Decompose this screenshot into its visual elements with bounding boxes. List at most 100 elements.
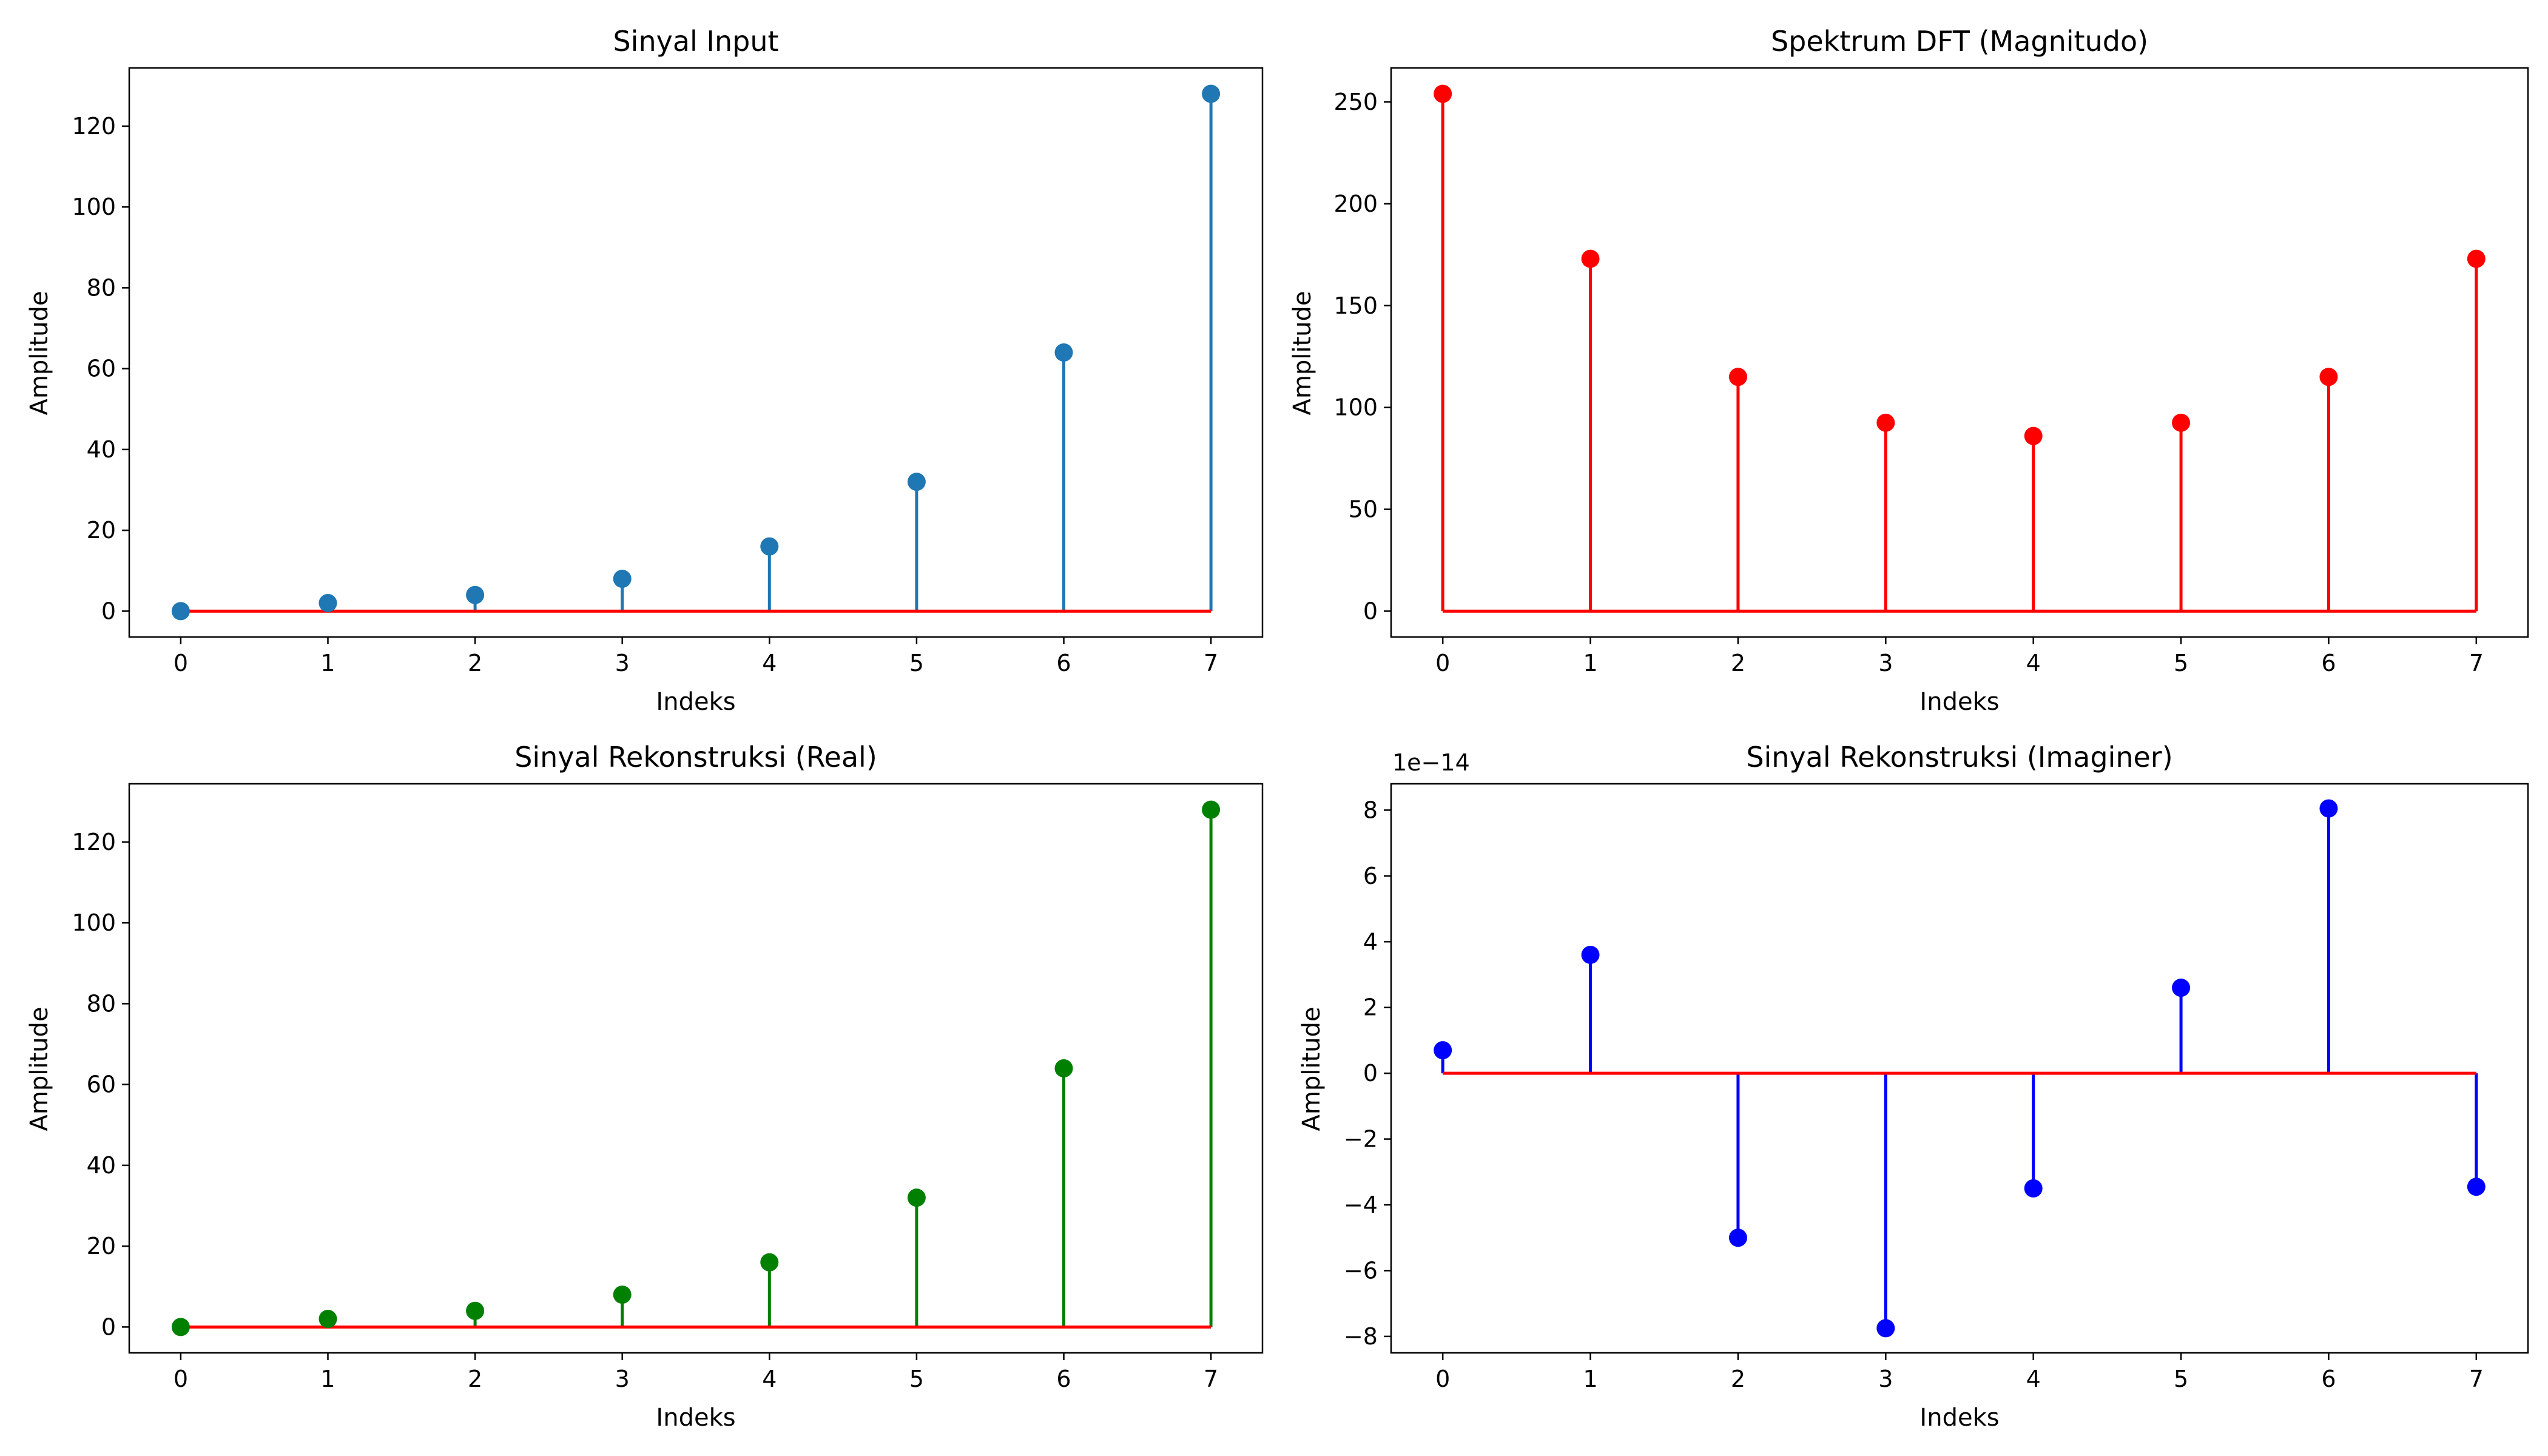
chart-sinyal-input: Sinyal Input Indeks Amplitude 0 1 2 3 4 5 6 7 0 2… [25,25,1264,716]
y-tick-label: 100 [1333,394,1378,421]
x-tick-label: 4 [762,650,777,676]
y-tick-label: 150 [1333,292,1378,319]
y-axis-label: Amplitude [1289,291,1316,416]
chart-sinyal-rekonstruksi-real: Sinyal Rekonstruksi (Real) Indeks Amplit… [25,741,1264,1432]
y-tick-label: −4 [1344,1191,1378,1218]
x-tick-label: 4 [762,1366,777,1392]
y-tick-label: 250 [1333,89,1378,115]
x-tick-label: 2 [468,1366,482,1392]
y-tick-label: 20 [87,517,116,544]
x-tick-label: 5 [2174,650,2188,676]
x-tick-label: 6 [1056,1366,1071,1392]
y-tick-label: −2 [1344,1126,1378,1153]
y-tick-label: 120 [72,829,116,855]
stem-marker [1202,84,1221,103]
y-tick-label: 200 [1333,190,1378,217]
stem-marker [1581,945,1600,964]
stem-marker [1434,1041,1452,1060]
x-tick-label: 0 [174,650,188,676]
axes-frame [128,783,1264,1354]
stem-marker [613,1286,632,1304]
y-axis-label: Amplitude [1298,1007,1326,1131]
stem-marker [2467,1178,2486,1196]
axes-frame [128,67,1264,638]
x-tick-label: 6 [2321,1366,2336,1392]
x-tick-label: 2 [1731,1366,1745,1392]
stem-marker [1728,1228,1747,1247]
stem-marker [171,1318,190,1336]
x-tick-label: 5 [2174,1366,2188,1392]
x-tick-label: 3 [1878,1366,1893,1392]
x-axis-label: Indeks [1919,688,1999,716]
stem-marker [318,1310,337,1329]
stem-marker [2172,413,2191,432]
x-tick-label: 6 [2321,650,2336,676]
stem-marker [466,1301,485,1320]
y-tick-label: 8 [1363,797,1378,823]
x-tick-label: 2 [468,650,482,676]
y-tick-label: 2 [1363,994,1378,1021]
stem-marker [907,473,926,491]
x-tick-label: 0 [174,1366,188,1392]
x-tick-label: 4 [2026,650,2041,676]
stem-marker [318,594,337,613]
x-tick-label: 7 [2469,1366,2484,1392]
stem-marker [907,1188,926,1207]
chart-title: Sinyal Input [613,25,778,58]
y-axis-label: Amplitude [25,291,53,416]
y-tick-label: 40 [87,1152,116,1179]
x-tick-label: 7 [1204,1366,1218,1392]
stem-marker [2024,426,2043,445]
y-tick-label: 60 [87,356,116,382]
x-tick-label: 3 [615,1366,630,1392]
chart-spektrum-dft: Spektrum DFT (Magnitudo) Indeks Amplitud… [1289,25,2529,716]
x-axis-label: Indeks [656,1404,735,1432]
x-axis-label: Indeks [656,688,735,716]
stem-marker [1728,368,1747,386]
stem-marker [1876,413,1895,432]
y-tick-label: 80 [87,990,116,1017]
x-tick-label: 6 [1056,650,1071,676]
stem-marker [466,585,485,604]
y-tick-label: 0 [101,598,116,624]
y-tick-label: −6 [1344,1257,1378,1284]
y-offset-label: 1e−14 [1392,749,1470,776]
y-tick-label: 4 [1363,928,1378,955]
stem-marker [2024,1179,2043,1198]
x-tick-label: 1 [320,1366,335,1392]
x-tick-label: 5 [909,1366,924,1392]
y-tick-label: 100 [72,194,116,220]
chart-title: Sinyal Rekonstruksi (Real) [514,741,877,774]
stem-marker [2319,368,2338,386]
x-tick-label: 0 [1435,1366,1450,1392]
x-axis-label: Indeks [1919,1404,1999,1432]
x-tick-label: 2 [1731,650,1745,676]
stem-marker [2467,249,2486,268]
axes-frame [1390,67,2529,638]
stem-marker [760,537,779,556]
y-tick-label: 100 [72,909,116,936]
stem-marker [1434,84,1452,103]
x-tick-label: 7 [2469,650,2484,676]
y-tick-label: −8 [1344,1323,1378,1350]
x-tick-label: 7 [1204,650,1218,676]
axes-frame [1390,783,2529,1354]
y-tick-label: 50 [1349,496,1378,523]
x-tick-label: 3 [615,650,630,676]
x-tick-label: 4 [2026,1366,2041,1392]
chart-title: Sinyal Rekonstruksi (Imaginer) [1746,741,2172,774]
stem-marker [760,1253,779,1272]
x-tick-label: 1 [1583,650,1597,676]
y-tick-label: 60 [87,1071,116,1098]
x-tick-label: 5 [909,650,924,676]
x-tick-label: 0 [1435,650,1450,676]
stem-marker [1054,1059,1073,1077]
stem-marker [1876,1319,1895,1338]
chart-title: Spektrum DFT (Magnitudo) [1771,25,2148,58]
y-tick-label: 0 [101,1313,116,1340]
x-tick-label: 1 [320,650,335,676]
stem-marker [1581,249,1600,268]
stem-marker [1054,343,1073,362]
y-axis-label: Amplitude [25,1007,53,1131]
